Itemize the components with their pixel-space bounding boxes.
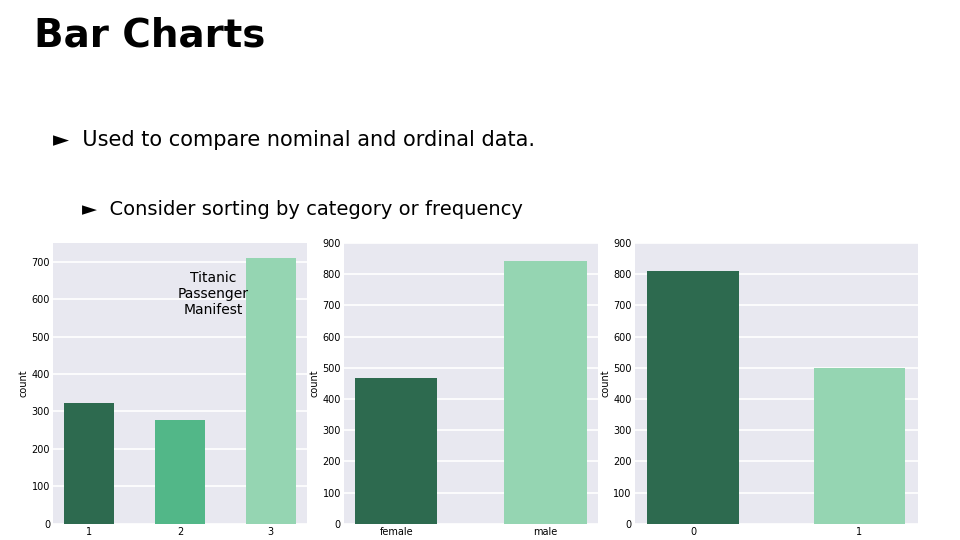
Text: Bar Charts: Bar Charts (34, 16, 265, 54)
Bar (246, 258, 296, 524)
Text: ►  Used to compare nominal and ordinal data.: ► Used to compare nominal and ordinal da… (53, 130, 535, 150)
Y-axis label: count: count (19, 369, 29, 397)
Bar (156, 420, 204, 524)
Bar (355, 379, 438, 524)
Text: Titanic
Passenger
Manifest: Titanic Passenger Manifest (178, 271, 249, 318)
Bar (647, 272, 739, 524)
Y-axis label: count: count (601, 369, 611, 397)
Bar (504, 261, 587, 524)
Y-axis label: count: count (310, 369, 320, 397)
Bar (64, 403, 114, 524)
Text: ►  Consider sorting by category or frequency: ► Consider sorting by category or freque… (82, 200, 522, 219)
Bar (813, 368, 905, 524)
